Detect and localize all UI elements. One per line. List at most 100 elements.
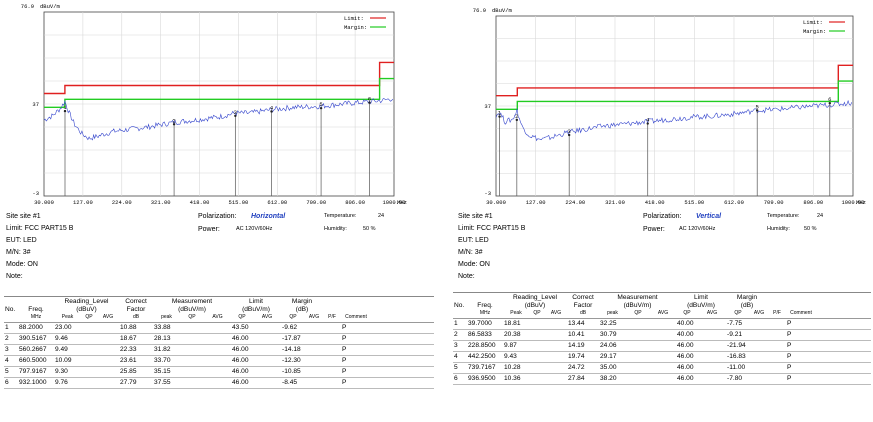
x-tick-label: 30.000: [34, 199, 54, 206]
row-correct-factor: 18.67: [119, 333, 153, 345]
unit-qp4: QP: [281, 313, 305, 323]
row-pass-fail: P: [341, 377, 371, 389]
marker-label: 5: [319, 101, 322, 108]
measurement-table-vertical: No. Freq. Reading_Level (dBuV) Correct Fac…: [453, 294, 871, 385]
marker-label: 2: [172, 117, 175, 124]
x-unit-label: MHz: [397, 199, 407, 206]
row-no: 1: [453, 318, 467, 330]
unit-pf: P/F: [323, 313, 341, 323]
row-measurement: 29.17: [599, 351, 626, 363]
table-row: 1 39.7000 18.81 13.44 32.25 40.00 -7.75 P: [453, 318, 871, 330]
row-measurement: 35.15: [153, 366, 180, 378]
row-freq: 660.5000: [18, 355, 54, 367]
marker-label: 5: [756, 103, 759, 110]
row-correct-factor: 10.41: [567, 329, 599, 341]
row-freq: 560.2667: [18, 344, 54, 356]
emission-chart-vertical: 30.000 127.00 224.00 321.00 418.00 515.00 612.…: [473, 7, 866, 206]
row-correct-factor: 22.33: [119, 344, 153, 356]
row-correct-factor: 19.74: [567, 351, 599, 363]
emission-trace: [495, 99, 853, 142]
row-pass-fail: P: [786, 351, 816, 363]
col-correct: Correct Factor: [125, 298, 147, 313]
emission-trace: [43, 98, 394, 141]
eut-label: EUT: LED: [6, 237, 37, 244]
marker-point: [646, 122, 649, 125]
row-pass-fail: P: [341, 333, 371, 345]
row-peak: 10.36: [503, 373, 529, 385]
humidity-value: 50 %: [804, 226, 817, 232]
col-no: No.: [5, 305, 16, 313]
table-row: 5 797.9167 9.30 25.85 35.15 46.00 -10.85 P: [4, 366, 434, 378]
x-tick-label: 224.00: [565, 199, 585, 206]
row-freq: 932.1000: [18, 377, 54, 389]
marker-label: 1: [498, 110, 502, 117]
x-tick-label: 806.00: [345, 199, 365, 206]
temperature-value: 24: [378, 213, 385, 219]
col-freq: Freq.: [28, 305, 44, 313]
unit-qp: QP: [529, 309, 545, 319]
limit-line: [496, 64, 853, 97]
limit-label: Limit: FCC PART15 B: [458, 225, 526, 232]
row-peak: 9.43: [503, 351, 529, 363]
row-freq: 228.8500: [467, 340, 503, 352]
temperature-label: Temperature:: [324, 213, 357, 219]
marker-label: 6: [368, 96, 371, 103]
marker-label: 3: [568, 128, 571, 135]
x-tick-label: 612.00: [267, 199, 287, 206]
unit-avg3: AVG: [253, 313, 281, 323]
row-correct-factor: 27.79: [119, 377, 153, 389]
row-measurement: 32.25: [599, 318, 626, 330]
row-pass-fail: P: [786, 362, 816, 374]
row-freq: 86.5833: [467, 329, 503, 341]
power-label: Power:: [643, 226, 665, 233]
unit-pf: P/F: [768, 309, 786, 319]
y-min-label: -3: [32, 190, 39, 197]
mn-label: M/N: 3#: [458, 249, 483, 256]
power-label: Power:: [198, 226, 220, 233]
col-margin: Margin (dB): [736, 294, 758, 309]
unit-avg4: AVG: [750, 309, 768, 319]
marker-label: 3: [234, 109, 237, 116]
row-pass-fail: P: [786, 340, 816, 352]
row-margin: -9.62: [281, 322, 305, 334]
row-correct-factor: 23.61: [119, 355, 153, 367]
x-tick-label: 1000.00: [841, 199, 864, 206]
unit-mhz: MHz: [18, 313, 54, 323]
row-correct-factor: 24.72: [567, 362, 599, 374]
x-tick-label: 127.00: [73, 199, 93, 206]
y-min-label: -3: [484, 190, 491, 197]
row-freq: 739.7167: [467, 362, 503, 374]
unit-db: dB: [119, 313, 153, 323]
unit-qp3: QP: [231, 313, 253, 323]
legend-label: Margin:: [344, 24, 367, 31]
x-tick-label: 709.00: [764, 199, 784, 206]
y-axis-unit: dBuV/m: [40, 3, 61, 10]
row-freq: 39.7000: [467, 318, 503, 330]
row-margin: -7.80: [726, 373, 750, 385]
marker-point: [828, 101, 831, 105]
row-pass-fail: P: [786, 318, 816, 330]
row-pass-fail: P: [341, 366, 371, 378]
y-mid-label: 37: [32, 101, 39, 108]
x-tick-label: 127.00: [526, 199, 546, 206]
row-no: 2: [453, 329, 467, 341]
polarization-value: Vertical: [696, 213, 722, 220]
x-unit-label: MHz: [856, 199, 866, 206]
row-measurement: 38.20: [599, 373, 626, 385]
col-reading: Reading_Level (dBuV): [64, 298, 109, 313]
unit-avg2: AVG: [204, 313, 231, 323]
row-no: 3: [453, 340, 467, 352]
measurement-table-horizontal: No. Freq. Reading_Level (dBuV) Correct Fac…: [4, 298, 434, 389]
mn-label: M/N: 3#: [6, 249, 31, 256]
row-peak: 9.76: [54, 377, 81, 389]
row-correct-factor: 25.85: [119, 366, 153, 378]
unit-avg3: AVG: [698, 309, 726, 319]
report-panel-horizontal: 30.000 127.00 224.00 321.00 418.00 515.00 612.…: [4, 3, 434, 389]
marker-point: [567, 133, 571, 137]
unit-comment: Comment: [341, 313, 371, 323]
unit-qp: QP: [81, 313, 97, 323]
row-freq: 797.9167: [18, 366, 54, 378]
row-no: 2: [4, 333, 18, 345]
marker-point: [756, 109, 759, 112]
marker-point: [319, 106, 323, 110]
